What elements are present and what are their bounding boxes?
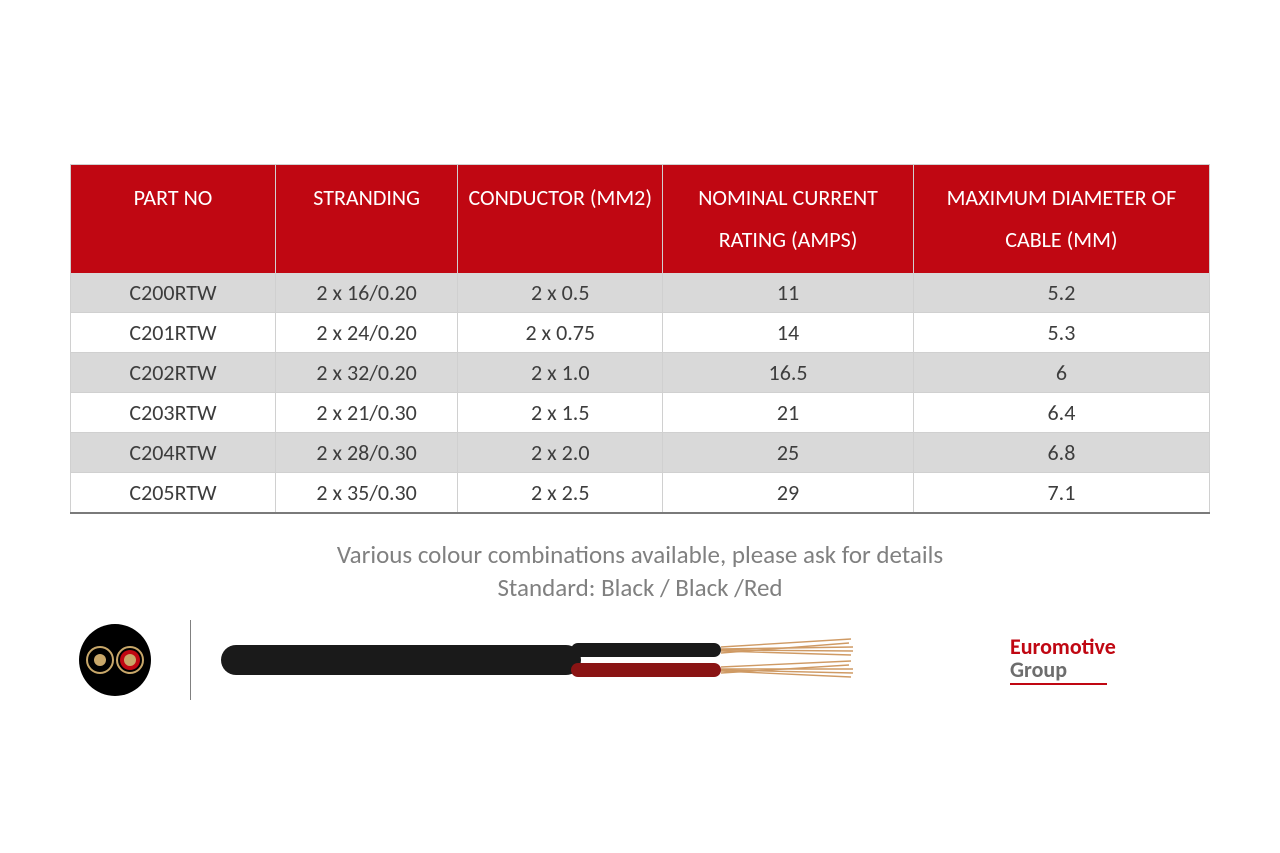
cable-cross-section xyxy=(70,623,160,697)
cable-side-icon xyxy=(221,625,861,695)
table-cell: 2 x 1.5 xyxy=(458,392,663,432)
table-cell: 6 xyxy=(913,352,1209,392)
spec-header-row: PART NOSTRANDINGCONDUCTOR (MM2)NOMINAL C… xyxy=(71,165,1210,273)
spec-thead: PART NOSTRANDINGCONDUCTOR (MM2)NOMINAL C… xyxy=(71,165,1210,273)
table-cell: 5.3 xyxy=(913,312,1209,352)
cross-section-icon xyxy=(78,623,152,697)
brand-line2: Group xyxy=(1010,658,1107,685)
table-row: C202RTW2 x 32/0.202 x 1.016.56 xyxy=(71,352,1210,392)
table-cell: 6.4 xyxy=(913,392,1209,432)
footnote-line1: Various colour combinations available, p… xyxy=(70,538,1210,572)
table-cell: 2 x 0.5 xyxy=(458,273,663,313)
table-cell: 16.5 xyxy=(663,352,914,392)
table-cell: 2 x 32/0.20 xyxy=(276,352,458,392)
table-row: C200RTW2 x 16/0.202 x 0.5115.2 xyxy=(71,273,1210,313)
table-cell: C201RTW xyxy=(71,312,276,352)
table-cell: 2 x 24/0.20 xyxy=(276,312,458,352)
table-cell: C202RTW xyxy=(71,352,276,392)
table-row: C205RTW2 x 35/0.302 x 2.5297.1 xyxy=(71,472,1210,513)
table-cell: C200RTW xyxy=(71,273,276,313)
table-cell: 7.1 xyxy=(913,472,1209,513)
spec-header-cell: NOMINAL CURRENT RATING (AMPS) xyxy=(663,165,914,273)
cable-side-view xyxy=(221,625,1010,695)
table-cell: 2 x 0.75 xyxy=(458,312,663,352)
table-cell: 21 xyxy=(663,392,914,432)
table-cell: C204RTW xyxy=(71,432,276,472)
table-cell: 25 xyxy=(663,432,914,472)
table-row: C203RTW2 x 21/0.302 x 1.5216.4 xyxy=(71,392,1210,432)
footer-row: Euromotive Group xyxy=(70,615,1210,705)
table-row: C204RTW2 x 28/0.302 x 2.0256.8 xyxy=(71,432,1210,472)
table-cell: 2 x 16/0.20 xyxy=(276,273,458,313)
table-cell: 6.8 xyxy=(913,432,1209,472)
footnote-line2: Standard: Black / Black /Red xyxy=(70,571,1210,605)
table-cell: 11 xyxy=(663,273,914,313)
table-cell: 2 x 35/0.30 xyxy=(276,472,458,513)
table-row: C201RTW2 x 24/0.202 x 0.75145.3 xyxy=(71,312,1210,352)
spec-tbody: C200RTW2 x 16/0.202 x 0.5115.2C201RTW2 x… xyxy=(71,273,1210,513)
table-cell: 2 x 2.5 xyxy=(458,472,663,513)
table-cell: 2 x 21/0.30 xyxy=(276,392,458,432)
footnote: Various colour combinations available, p… xyxy=(70,538,1210,606)
table-cell: 2 x 1.0 xyxy=(458,352,663,392)
brand-mark: Euromotive Group xyxy=(1010,635,1210,685)
table-cell: 2 x 28/0.30 xyxy=(276,432,458,472)
table-cell: C205RTW xyxy=(71,472,276,513)
spec-table: PART NOSTRANDINGCONDUCTOR (MM2)NOMINAL C… xyxy=(70,164,1210,514)
table-cell: 2 x 2.0 xyxy=(458,432,663,472)
spec-header-cell: CONDUCTOR (MM2) xyxy=(458,165,663,273)
page-wrap: PART NOSTRANDINGCONDUCTOR (MM2)NOMINAL C… xyxy=(70,164,1210,705)
table-cell: 14 xyxy=(663,312,914,352)
spec-header-cell: PART NO xyxy=(71,165,276,273)
table-cell: 5.2 xyxy=(913,273,1209,313)
table-cell: 29 xyxy=(663,472,914,513)
footer-divider xyxy=(190,620,191,700)
table-cell: C203RTW xyxy=(71,392,276,432)
spec-header-cell: STRANDING xyxy=(276,165,458,273)
spec-header-cell: MAXIMUM DIAMETER OF CABLE (MM) xyxy=(913,165,1209,273)
